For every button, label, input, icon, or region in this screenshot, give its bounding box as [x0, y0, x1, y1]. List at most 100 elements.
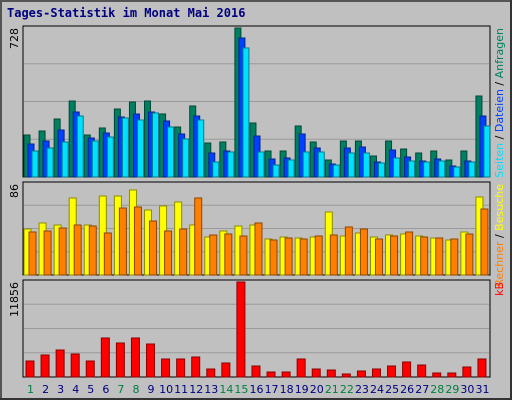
chart-title: Tages-Statistik im Monat Mai 2016	[7, 6, 246, 20]
day-label-30: 30	[460, 383, 474, 396]
day-label-9: 9	[148, 383, 155, 396]
bar-rechner-day-15	[239, 235, 248, 276]
day-label-15: 15	[234, 383, 248, 396]
legend-part: Dateien	[493, 89, 506, 132]
ymax-label-bottom: 11856	[8, 282, 21, 317]
bar-kb-day-1	[25, 360, 35, 378]
bar-rechner-day-5	[88, 225, 97, 276]
bar-seiten-day-30	[468, 161, 476, 178]
bar-rechner-day-30	[465, 233, 474, 276]
day-label-14: 14	[219, 383, 233, 396]
day-label-12: 12	[189, 383, 203, 396]
bar-kb-day-12	[191, 356, 201, 378]
bar-seiten-day-27	[423, 161, 431, 178]
legend-part: kB	[493, 282, 506, 296]
bar-seiten-day-23	[362, 152, 370, 178]
legend-part: /	[493, 132, 506, 143]
bar-rechner-day-18	[284, 237, 293, 276]
series-legend-top: Seiten / Dateien / Anfragen	[493, 28, 506, 178]
bar-kb-day-15	[236, 281, 246, 378]
bar-kb-day-10	[161, 358, 171, 378]
bar-rechner-day-27	[420, 236, 429, 276]
bar-kb-day-28	[432, 372, 442, 378]
bar-kb-day-20	[311, 368, 321, 378]
series-legend-middle: Rechner / Besuche	[493, 184, 506, 287]
bar-seiten-day-26	[408, 160, 416, 178]
bar-kb-day-17	[266, 371, 276, 378]
bar-seiten-day-18	[287, 159, 295, 178]
bar-seiten-day-21	[332, 164, 340, 178]
bar-rechner-day-31	[480, 208, 489, 276]
bar-seiten-day-3	[61, 141, 69, 178]
day-label-23: 23	[355, 383, 369, 396]
ymax-label-middle: 86	[8, 184, 21, 198]
bar-rechner-day-28	[435, 237, 444, 276]
bar-kb-day-8	[130, 337, 140, 378]
bar-seiten-day-16	[257, 151, 265, 178]
bar-seiten-day-13	[212, 161, 220, 178]
legend-part: /	[493, 78, 506, 89]
bar-seiten-day-20	[317, 151, 325, 178]
day-label-25: 25	[385, 383, 399, 396]
ymax-label-top: 728	[8, 28, 21, 49]
day-label-1: 1	[27, 383, 34, 396]
bar-rechner-day-25	[390, 235, 399, 276]
bar-seiten-day-25	[393, 157, 401, 178]
day-label-16: 16	[250, 383, 264, 396]
bar-rechner-day-3	[58, 227, 67, 276]
series-legend-bottom: kB	[493, 282, 506, 296]
bar-kb-day-5	[85, 360, 95, 378]
bar-rechner-day-19	[299, 238, 308, 276]
bar-kb-day-23	[356, 370, 366, 378]
day-label-27: 27	[415, 383, 429, 396]
bar-kb-day-29	[447, 372, 457, 378]
bar-kb-day-18	[281, 371, 291, 378]
bar-seiten-day-29	[453, 166, 461, 178]
bar-rechner-day-13	[209, 234, 218, 276]
day-label-24: 24	[370, 383, 384, 396]
bar-kb-day-27	[417, 364, 427, 378]
day-label-29: 29	[445, 383, 459, 396]
bar-seiten-day-5	[91, 140, 99, 178]
day-label-18: 18	[280, 383, 294, 396]
bar-kb-day-19	[296, 358, 306, 378]
bar-seiten-day-11	[182, 138, 190, 178]
bar-kb-day-31	[477, 358, 487, 378]
bar-seiten-day-17	[272, 164, 280, 178]
bar-rechner-day-2	[43, 230, 52, 276]
legend-part: Rechner	[493, 241, 506, 287]
legend-part: Seiten	[493, 143, 506, 178]
bar-rechner-day-9	[149, 220, 158, 276]
bar-rechner-day-26	[405, 231, 414, 276]
legend-part: /	[493, 231, 506, 242]
legend-part: Anfragen	[493, 28, 506, 78]
bar-kb-day-7	[115, 342, 125, 378]
bar-rechner-day-11	[179, 228, 188, 276]
bar-rechner-day-17	[269, 239, 278, 276]
bar-rechner-day-29	[450, 238, 459, 276]
bar-rechner-day-21	[329, 234, 338, 276]
day-label-26: 26	[400, 383, 414, 396]
bar-seiten-day-2	[46, 147, 54, 178]
bar-seiten-day-31	[483, 125, 491, 178]
bar-kb-day-24	[371, 368, 381, 378]
bar-seiten-day-15	[242, 47, 250, 178]
bar-kb-day-21	[326, 369, 336, 378]
day-label-6: 6	[102, 383, 109, 396]
bar-seiten-day-22	[347, 152, 355, 178]
day-label-28: 28	[430, 383, 444, 396]
bar-rechner-day-14	[224, 233, 233, 276]
bar-kb-day-26	[402, 361, 412, 378]
bar-seiten-day-10	[167, 126, 175, 178]
day-label-22: 22	[340, 383, 354, 396]
bar-seiten-day-8	[136, 119, 144, 178]
bar-seiten-day-4	[76, 115, 84, 178]
bar-seiten-day-9	[152, 112, 160, 178]
bar-kb-day-11	[176, 358, 186, 378]
day-label-11: 11	[174, 383, 188, 396]
bar-kb-day-13	[206, 368, 216, 378]
day-label-7: 7	[117, 383, 124, 396]
bar-kb-day-22	[341, 373, 351, 378]
bar-kb-day-6	[100, 337, 110, 378]
